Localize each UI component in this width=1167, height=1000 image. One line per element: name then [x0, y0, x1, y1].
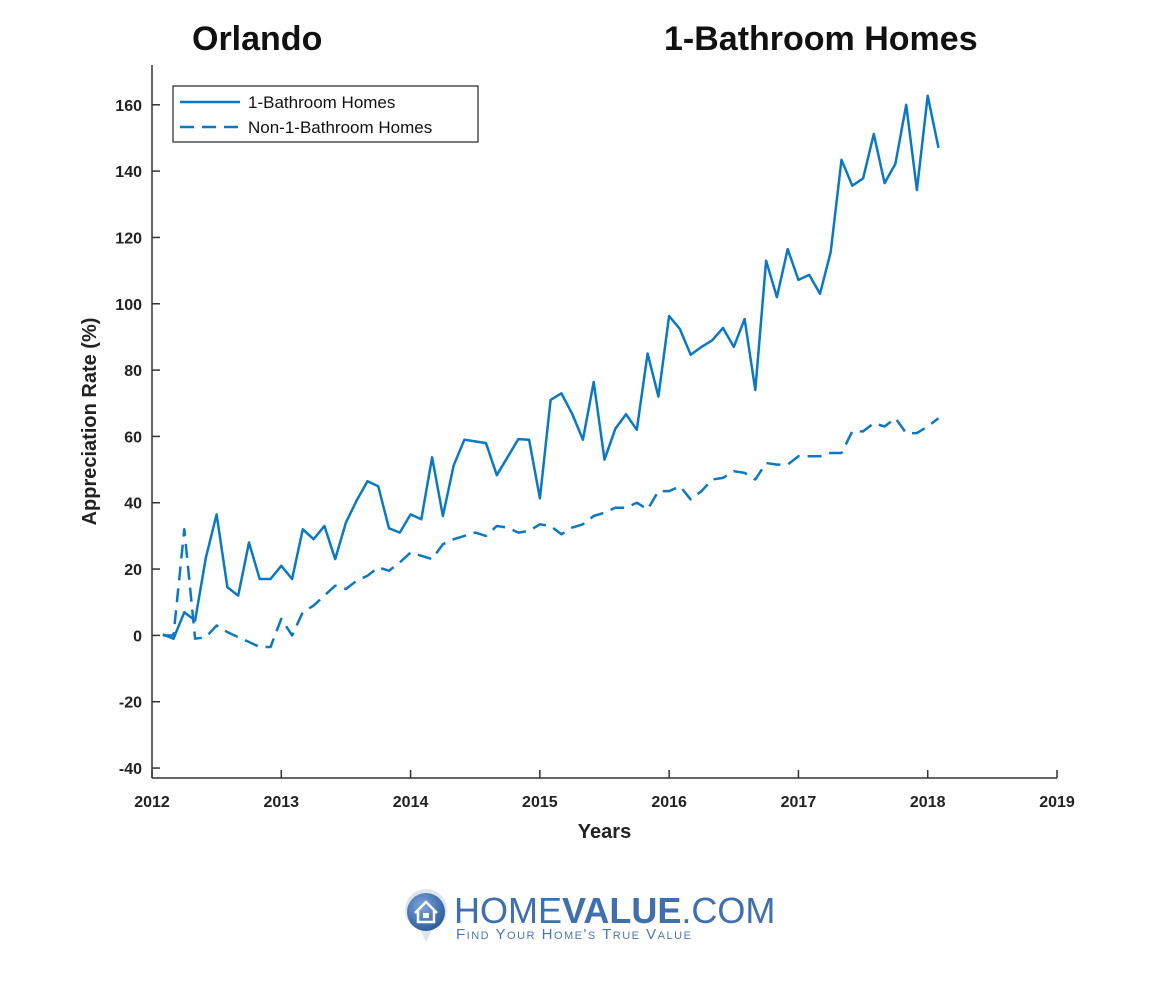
y-tick-label: 40	[124, 496, 142, 513]
homevalue-logo: HOMEVALUE.COM Find Your Home's True Valu…	[402, 888, 775, 948]
series-line-1-bathroom	[162, 94, 940, 640]
line-chart: -40 -20 0 20 40 60 80 100 120 140 160 2012 2013 2014 2…	[79, 65, 1075, 843]
y-tick-label: 140	[115, 164, 142, 181]
y-tick-label: 60	[124, 429, 142, 446]
city-title: Orlando	[192, 20, 323, 58]
legend-label: Non-1-Bathroom Homes	[248, 118, 432, 137]
x-tick-label: 2018	[910, 794, 946, 811]
x-tick-label: 2017	[781, 794, 817, 811]
logo-wordmark: HOMEVALUE.COM	[454, 890, 776, 931]
y-tick-label: -20	[119, 695, 142, 712]
house-pin-icon	[405, 888, 447, 942]
x-axis-label: Years	[578, 821, 631, 843]
x-tick-label: 2016	[651, 794, 687, 811]
y-axis-label: Appreciation Rate (%)	[79, 318, 101, 526]
y-tick-label: 120	[115, 230, 142, 247]
legend-label: 1-Bathroom Homes	[248, 93, 395, 112]
y-tick-label: -40	[119, 761, 142, 778]
y-tick-label: 0	[133, 628, 142, 645]
y-tick-label: 80	[124, 363, 142, 380]
chart-title: 1-Bathroom Homes	[664, 20, 978, 58]
x-tick-label: 2019	[1039, 794, 1075, 811]
legend-box	[172, 85, 479, 143]
y-tick-label: 100	[115, 297, 142, 314]
y-tick-label: 160	[115, 98, 142, 115]
logo-tagline: Find Your Home's True Value	[456, 926, 693, 943]
x-tick-label: 2015	[522, 794, 558, 811]
y-tick-label: 20	[124, 562, 142, 579]
x-tick-label: 2013	[263, 794, 299, 811]
series-line-non-1-bathroom	[162, 416, 940, 649]
x-tick-label: 2014	[393, 794, 429, 811]
x-tick-label: 2012	[134, 794, 170, 811]
